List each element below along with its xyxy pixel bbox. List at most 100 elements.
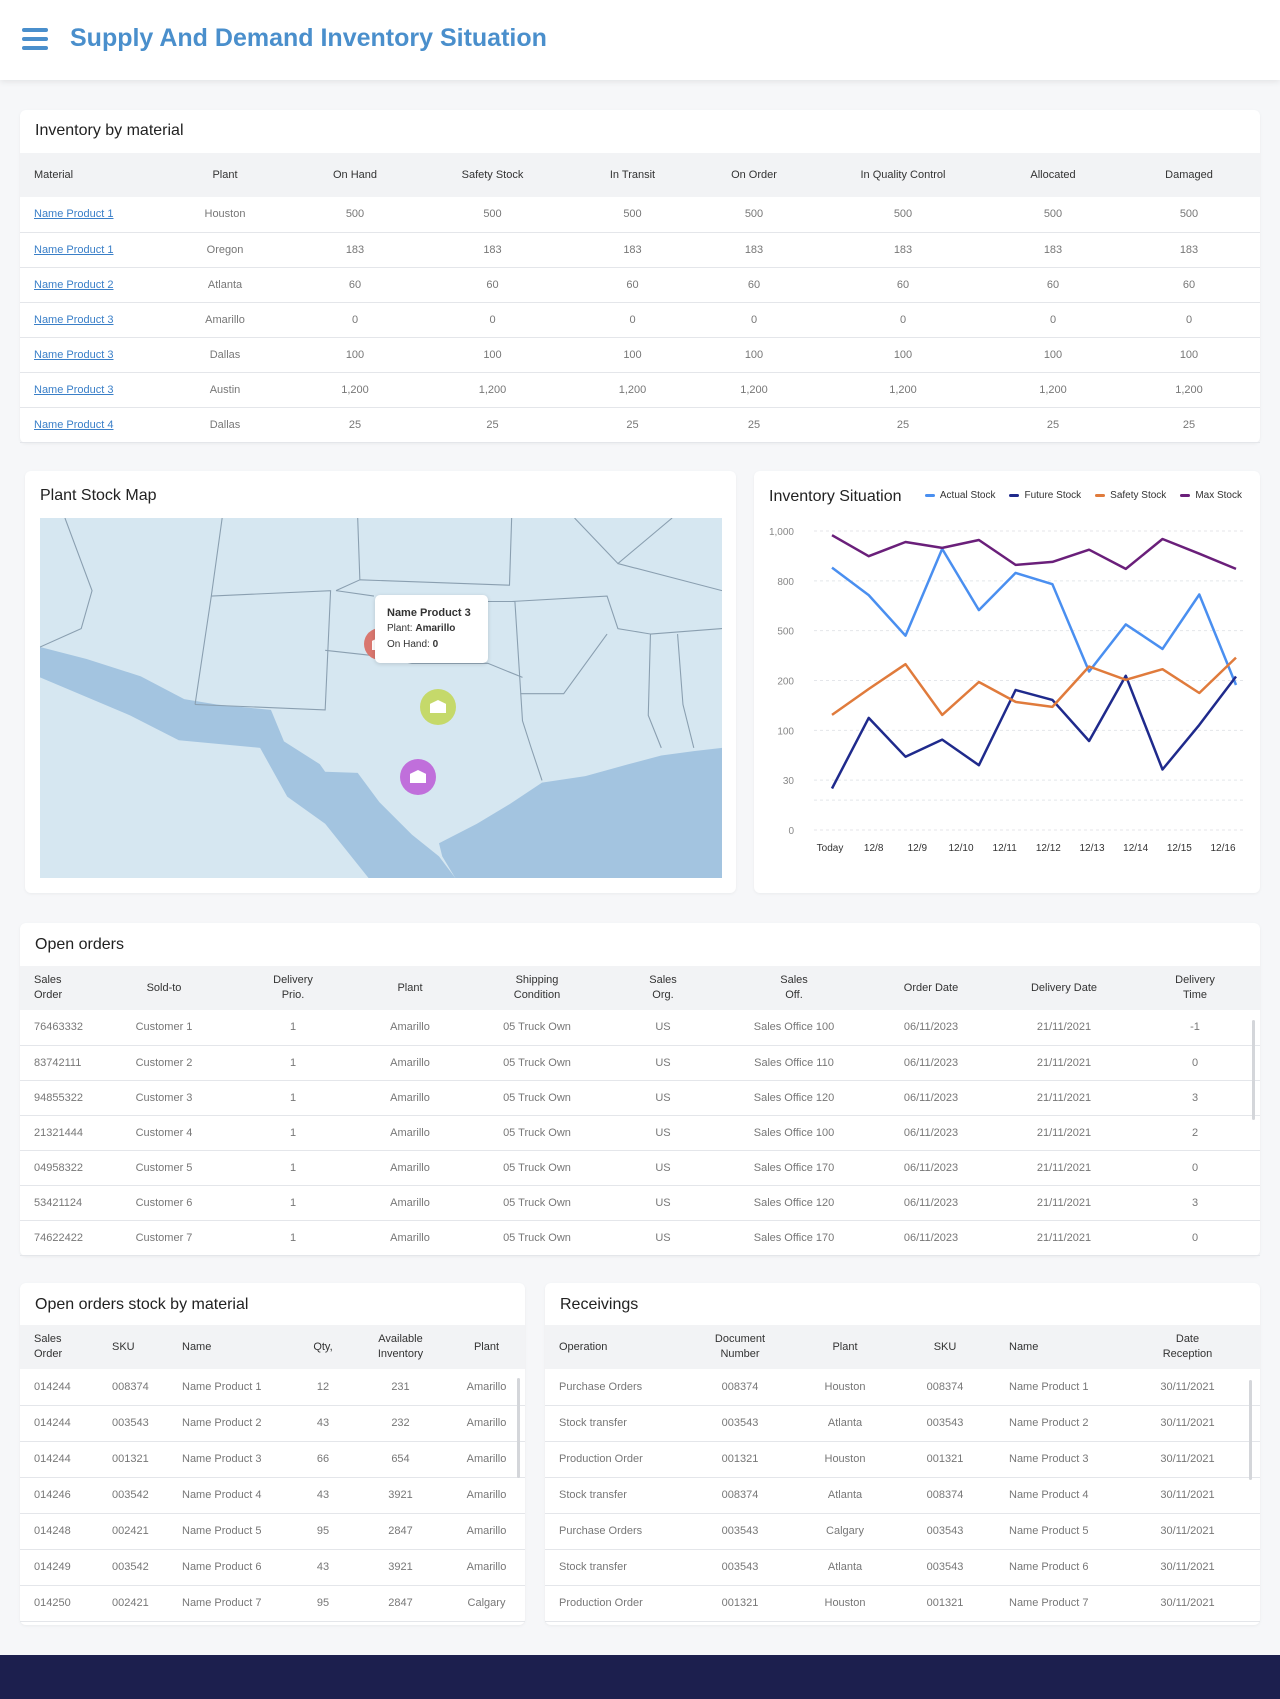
material-link[interactable]: Name Product 4 — [34, 418, 114, 431]
column-header[interactable]: Material — [20, 153, 150, 197]
column-header[interactable]: In Transit — [575, 153, 690, 197]
column-header[interactable]: Delivery Date — [998, 966, 1130, 1010]
table-row[interactable]: Stock transfer 003543 Atlanta 003543 Name Pr… — [545, 1549, 1260, 1586]
column-header[interactable]: Operation — [545, 1325, 685, 1369]
series-line-safety-stock[interactable] — [831, 656, 1237, 717]
table-cell: 74622422 — [20, 1220, 90, 1256]
table-row[interactable]: 21321444 Customer 4 1 Amarillo 05 Truck Own U… — [20, 1115, 1260, 1151]
warehouse-marker-austin[interactable] — [400, 759, 436, 795]
material-link[interactable]: Name Product 1 — [34, 208, 114, 221]
material-link[interactable]: Name Product 3 — [34, 313, 114, 326]
legend-item[interactable]: Actual Stock — [924, 490, 995, 501]
column-header[interactable]: Damaged — [1118, 153, 1260, 197]
table-row[interactable]: 014244 008374 Name Product 1 12 231 Amarillo — [20, 1369, 525, 1406]
column-header[interactable]: Sales Order — [20, 1325, 98, 1369]
table-cell: Atlanta — [150, 267, 300, 303]
table-row[interactable]: Name Product 1 Houston 500 500 500 500 500 500 5… — [20, 197, 1260, 233]
series-line-future-stock[interactable] — [830, 674, 1237, 790]
warehouse-marker-dallas[interactable] — [420, 689, 456, 725]
series-line-max-stock[interactable] — [831, 534, 1237, 571]
table-row[interactable]: Name Product 3 Amarillo 0 0 0 0 0 0 0 — [20, 302, 1260, 338]
map[interactable] — [40, 518, 722, 878]
material-link[interactable]: Name Product 2 — [34, 278, 114, 291]
column-header[interactable]: SKU — [98, 1325, 168, 1369]
table-row[interactable]: Name Product 4 Dallas 25 25 25 25 25 25 25 — [20, 407, 1260, 443]
column-header[interactable]: Name — [995, 1325, 1115, 1369]
column-header[interactable]: Order Date — [864, 966, 998, 1010]
table-row[interactable]: Stock transfer 003543 Atlanta 003543 Name Pr… — [545, 1405, 1260, 1442]
column-header[interactable]: Plant — [795, 1325, 895, 1369]
material-link[interactable]: Name Product 1 — [34, 243, 114, 256]
table-cell: 60 — [575, 267, 690, 303]
table-cell: 0 — [1130, 1220, 1260, 1256]
column-header[interactable]: On Hand — [300, 153, 410, 197]
table-row[interactable]: 014244 001321 Name Product 3 66 654 Amarillo — [20, 1441, 525, 1478]
table-row[interactable]: 014250 002421 Name Product 7 95 2847 Calgary — [20, 1585, 525, 1622]
table-row[interactable]: Name Product 3 Austin 1,200 1,200 1,200 1,200… — [20, 372, 1260, 408]
scrollbar[interactable] — [1252, 1020, 1255, 1120]
table-cell: Name Product 2 — [995, 1405, 1115, 1442]
column-header[interactable]: Shipping Condition — [472, 966, 602, 1010]
series-line-actual-stock[interactable] — [831, 547, 1238, 686]
table-row[interactable]: Purchase Orders 008374 Houston 008374 Name P… — [545, 1369, 1260, 1406]
table-row[interactable]: Name Product 1 Oregon 183 183 183 183 183 183 18… — [20, 232, 1260, 268]
scrollbar[interactable] — [1249, 1380, 1252, 1480]
table-cell: 014249 — [20, 1549, 98, 1586]
tooltip-plant-value: Amarillo — [415, 623, 456, 634]
column-header[interactable]: Delivery Prio. — [238, 966, 348, 1010]
column-header[interactable]: Plant — [348, 966, 472, 1010]
column-header[interactable]: Safety Stock — [410, 153, 575, 197]
column-header[interactable]: Sales Org. — [602, 966, 724, 1010]
table-cell: Amarillo — [348, 1045, 472, 1081]
column-header[interactable]: Name — [168, 1325, 293, 1369]
table-cell: Name Product 1 — [995, 1369, 1115, 1406]
column-header[interactable]: Document Number — [685, 1325, 795, 1369]
column-header[interactable]: Date Reception — [1115, 1325, 1260, 1369]
column-header[interactable]: Available Inventory — [353, 1325, 448, 1369]
column-header[interactable]: On Order — [690, 153, 818, 197]
x-tick-label: 12/9 — [908, 843, 928, 854]
hamburger-menu-icon[interactable] — [22, 28, 48, 52]
table-row[interactable]: 83742111 Customer 2 1 Amarillo 05 Truck Own U… — [20, 1045, 1260, 1081]
table-row[interactable]: 53421124 Customer 6 1 Amarillo 05 Truck Own U… — [20, 1185, 1260, 1221]
table-row[interactable]: 76463332 Customer 1 1 Amarillo 05 Truck Own U… — [20, 1010, 1260, 1046]
table-row[interactable]: 04958322 Customer 5 1 Amarillo 05 Truck Own U… — [20, 1150, 1260, 1186]
table-row[interactable]: Purchase Orders 003543 Calgary 003543 Name P… — [545, 1513, 1260, 1550]
column-header[interactable]: In Quality Control — [818, 153, 988, 197]
table-row[interactable]: Production Order 001321 Houston 001321 Name … — [545, 1585, 1260, 1622]
table-row[interactable]: Production Order 001321 Houston 001321 Name … — [545, 1441, 1260, 1478]
column-header[interactable]: Allocated — [988, 153, 1118, 197]
column-header[interactable]: Sold-to — [90, 966, 238, 1010]
y-tick-label: 0 — [788, 826, 794, 837]
table-row[interactable]: 014249 003542 Name Product 6 43 3921 Amarillo — [20, 1549, 525, 1586]
column-header[interactable]: Delivery Time — [1130, 966, 1260, 1010]
table-cell: 100 — [300, 337, 410, 373]
scrollbar[interactable] — [517, 1378, 520, 1478]
legend-item[interactable]: Safety Stock — [1095, 490, 1166, 501]
column-header[interactable]: SKU — [895, 1325, 995, 1369]
material-link[interactable]: Name Product 3 — [34, 383, 114, 396]
column-header[interactable]: Sales Off. — [724, 966, 864, 1010]
app-header: Supply And Demand Inventory Situation — [0, 0, 1280, 80]
column-header[interactable]: Qty, — [293, 1325, 353, 1369]
legend-item[interactable]: Future Stock — [1009, 490, 1081, 501]
column-header[interactable]: Plant — [150, 153, 300, 197]
column-header[interactable]: Plant — [448, 1325, 525, 1369]
table-row[interactable]: 014244 003543 Name Product 2 43 232 Amarillo — [20, 1405, 525, 1442]
table-row[interactable]: 014246 003542 Name Product 4 43 3921 Amarillo — [20, 1477, 525, 1514]
table-row[interactable]: Name Product 3 Dallas 100 100 100 100 100 100 10… — [20, 337, 1260, 373]
y-tick-label: 100 — [777, 726, 794, 737]
material-link[interactable]: Name Product 3 — [34, 348, 114, 361]
x-tick-label: 12/14 — [1123, 843, 1148, 854]
table-cell: 95 — [293, 1585, 353, 1622]
table-row[interactable]: 014248 002421 Name Product 5 95 2847 Amarillo — [20, 1513, 525, 1550]
table-cell: 1 — [238, 1045, 348, 1081]
table-row[interactable]: 74622422 Customer 7 1 Amarillo 05 Truck Own U… — [20, 1220, 1260, 1256]
table-row[interactable]: 94855322 Customer 3 1 Amarillo 05 Truck Own U… — [20, 1080, 1260, 1116]
legend-item[interactable]: Max Stock — [1180, 490, 1242, 501]
table-cell: 100 — [575, 337, 690, 373]
table-row[interactable]: Name Product 2 Atlanta 60 60 60 60 60 60 60 — [20, 267, 1260, 303]
table-row[interactable]: Stock transfer 008374 Atlanta 008374 Name Pr… — [545, 1477, 1260, 1514]
table-cell: Amarillo — [348, 1010, 472, 1046]
column-header[interactable]: Sales Order — [20, 966, 90, 1010]
